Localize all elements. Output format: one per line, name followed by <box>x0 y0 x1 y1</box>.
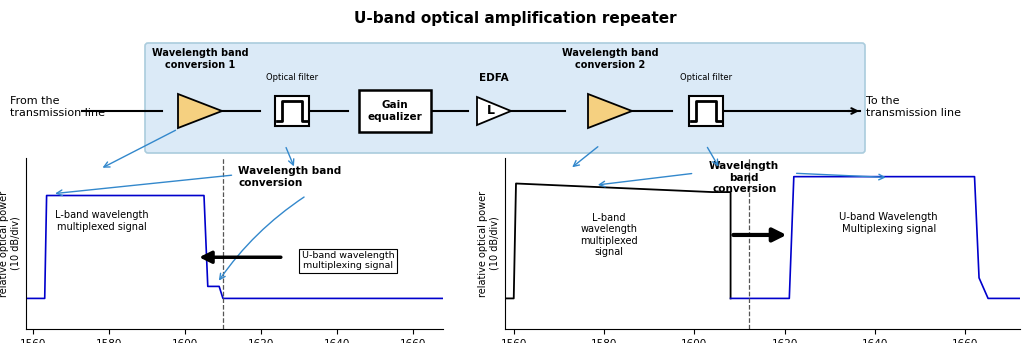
Y-axis label: relative optical power
(10 dB/div): relative optical power (10 dB/div) <box>478 190 500 297</box>
Text: L-band wavelength
multiplexed signal: L-band wavelength multiplexed signal <box>55 211 148 232</box>
Text: From the
transmission line: From the transmission line <box>10 96 105 118</box>
Text: Gain
equalizer: Gain equalizer <box>368 100 422 122</box>
Text: Wavelength band
conversion 2: Wavelength band conversion 2 <box>561 48 658 70</box>
Text: Optical filter: Optical filter <box>680 73 732 83</box>
Text: U-band optical amplification repeater: U-band optical amplification repeater <box>353 11 677 26</box>
FancyBboxPatch shape <box>275 96 309 126</box>
Text: U-band Wavelength
Multiplexing signal: U-band Wavelength Multiplexing signal <box>839 212 938 234</box>
Text: Wavelength
band
conversion: Wavelength band conversion <box>709 161 779 194</box>
Text: L: L <box>487 105 495 118</box>
Y-axis label: relative optical power
(10 dB/div): relative optical power (10 dB/div) <box>0 190 21 297</box>
Text: Optical filter: Optical filter <box>266 73 318 83</box>
FancyBboxPatch shape <box>359 90 431 132</box>
Polygon shape <box>588 94 632 128</box>
Text: EDFA: EDFA <box>479 73 509 83</box>
FancyBboxPatch shape <box>689 96 723 126</box>
Text: Wavelength band
conversion: Wavelength band conversion <box>238 166 341 188</box>
Text: U-band wavelength
multiplexing signal: U-band wavelength multiplexing signal <box>302 251 394 270</box>
FancyBboxPatch shape <box>145 43 865 153</box>
Polygon shape <box>477 97 511 125</box>
Text: To the
transmission line: To the transmission line <box>866 96 961 118</box>
Polygon shape <box>178 94 222 128</box>
Text: L-band
wavelength
multiplexed
signal: L-band wavelength multiplexed signal <box>580 213 638 257</box>
Text: Wavelength band
conversion 1: Wavelength band conversion 1 <box>151 48 248 70</box>
